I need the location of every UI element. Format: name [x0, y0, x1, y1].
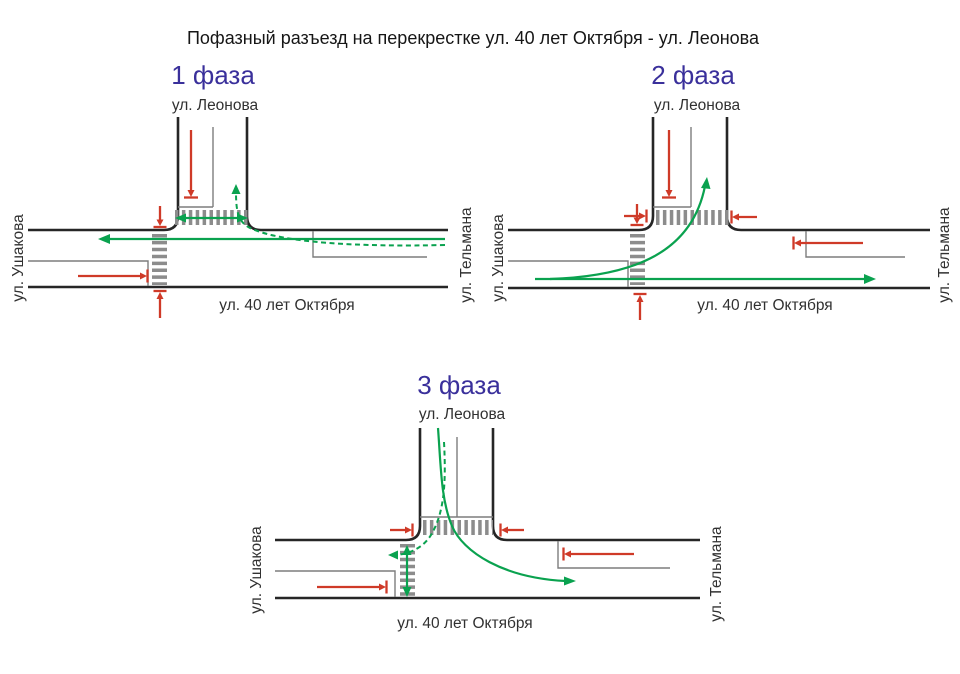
phase-1-street-left: ул. Ушакова — [10, 214, 27, 302]
red-arrow-telmana-pocket-stop — [562, 547, 634, 561]
phase-1-street-right: ул. Тельмана — [458, 207, 475, 303]
red-arrow-telmana-westbound-stop — [730, 210, 757, 224]
red-arrow-ped-oktyabrya-stop — [153, 289, 167, 318]
green-arrow-leonova-right-turn-west — [388, 441, 446, 560]
phase-1-street-top: ул. Леонова — [172, 97, 259, 114]
phase-2-title: 2 фаза — [651, 60, 735, 90]
green-arrow-leonova-left-turn-east — [436, 427, 576, 586]
red-arrow-leonova-southbound-stop — [662, 130, 676, 199]
green-arrow-left-turn-to-leonova — [549, 177, 711, 281]
phase-3-title: 3 фаза — [417, 370, 501, 400]
green-arrow-ped-crossing-leonova — [175, 213, 248, 223]
phase-2-crosswalks — [630, 210, 729, 285]
phase-2-street-right: ул. Тельмана — [936, 207, 953, 303]
phase-1-lane-lines — [28, 127, 427, 286]
phase-1-diagram: 1 фаза ул. Леонова ул. Ушакова ул. Тельм… — [10, 60, 475, 318]
phase-3-street-bottom: ул. 40 лет Октября — [397, 615, 532, 632]
phase-3-crosswalks — [400, 520, 493, 596]
red-arrow-ushakova-pocket-stop — [317, 580, 388, 594]
phase-2-diagram: 2 фаза ул. Леонова ул. Ушакова ул. Тельм… — [490, 60, 953, 320]
green-arrow-westbound-through — [98, 234, 445, 244]
phase-3-roads — [275, 428, 700, 600]
phase-2-lane-lines — [508, 127, 905, 287]
phase-1-title: 1 фаза — [171, 60, 255, 90]
phase-3-street-right: ул. Тельмана — [708, 526, 725, 622]
phase-2-street-top: ул. Леонова — [654, 97, 741, 114]
phase-3-diagram: 3 фаза ул. Леонова ул. Ушакова ул. Тельм… — [248, 370, 725, 632]
phase-2-street-left: ул. Ушакова — [490, 214, 507, 302]
red-arrow-telmana-pocket-stop — [792, 236, 863, 250]
red-arrow-ped-leonova-corner-stop — [153, 206, 167, 229]
red-arrow-ped-oktyabrya-stop — [633, 292, 647, 320]
figure-title: Пофазный разъезд на перекрестке ул. 40 л… — [187, 28, 760, 48]
phase-3-lane-lines — [275, 437, 670, 597]
green-arrow-ped-crossing-oktyabrya — [402, 545, 412, 597]
phase-3-street-left: ул. Ушакова — [248, 526, 265, 614]
red-arrow-leonova-southbound-stop — [184, 130, 198, 199]
phase-1-street-bottom: ул. 40 лет Октября — [219, 297, 354, 314]
phase-2-street-bottom: ул. 40 лет Октября — [697, 297, 832, 314]
red-arrow-ped-leonova-right-stop — [499, 523, 524, 537]
green-arrow-right-turn-to-leonova — [231, 184, 446, 247]
red-arrow-ped-leonova-left-stop — [390, 523, 414, 537]
phase-3-street-top: ул. Леонова — [419, 406, 506, 423]
red-arrow-corner-ped-stop — [624, 204, 648, 227]
phase-2-roads — [508, 117, 930, 290]
red-arrow-ushakova-eastbound-stop — [78, 269, 149, 283]
green-arrow-eastbound-through — [535, 274, 876, 284]
